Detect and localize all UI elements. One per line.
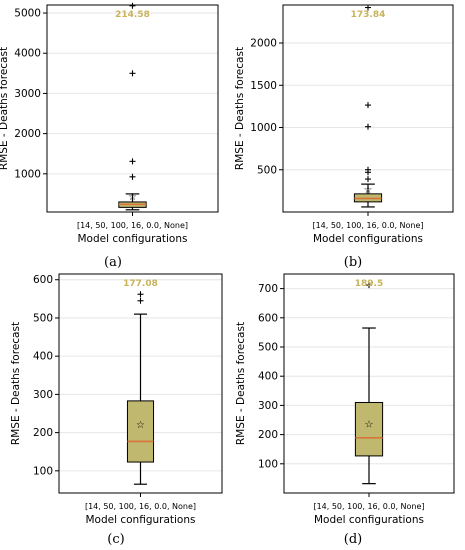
y-tick-label: 400 bbox=[258, 371, 278, 383]
y-tick-label: 3000 bbox=[14, 88, 41, 100]
x-tick-label: [14, 50, 100, 16, 0.0, None] bbox=[85, 502, 196, 511]
y-tick-label: 100 bbox=[33, 465, 53, 477]
mean-marker: ☆ bbox=[364, 185, 373, 196]
median-value-label: 173.84 bbox=[351, 10, 386, 20]
outlier-point bbox=[129, 173, 136, 180]
y-tick-label: 2000 bbox=[250, 38, 277, 50]
y-tick-label: 300 bbox=[33, 389, 53, 401]
y-tick-label: 5000 bbox=[14, 8, 41, 20]
caption-b: (b) bbox=[343, 255, 363, 270]
mean-marker: ☆ bbox=[136, 420, 145, 431]
y-axis-label: RMSE - Deaths forecast bbox=[234, 47, 246, 170]
y-axis-label: RMSE - Deaths forecast bbox=[10, 322, 22, 445]
x-axis-label: Model configurations bbox=[314, 514, 424, 526]
box-panel: 1000 2000 3000 4000 5000 RMSE - Deaths foreca… bbox=[0, 2, 219, 245]
outlier-point bbox=[365, 4, 371, 11]
y-tick-label: 200 bbox=[258, 429, 278, 441]
y-tick-label: 1000 bbox=[14, 168, 41, 180]
box-panel: 500 1000 1500 2000 RMSE - Deaths forecast [14… bbox=[234, 4, 454, 245]
x-tick-label: [14, 50, 100, 16, 0.0, None] bbox=[313, 502, 424, 511]
y-tick-label: 200 bbox=[33, 427, 53, 439]
median-value-label: 177.08 bbox=[123, 279, 158, 289]
mean-marker: ☆ bbox=[365, 420, 374, 431]
y-tick-label: 2000 bbox=[14, 128, 41, 140]
outlier-point bbox=[129, 158, 136, 165]
outlier-point bbox=[365, 123, 371, 130]
outlier-point bbox=[365, 169, 371, 176]
outlier-point bbox=[365, 102, 371, 109]
x-tick-label: [14, 50, 100, 16, 0.0, None] bbox=[312, 221, 423, 230]
outlier-point bbox=[366, 282, 372, 289]
box-panel: 100 200 300 400 500 600 RMSE - Deaths forecast… bbox=[10, 273, 223, 526]
box-panel: 100 200 300 400 500 600 700 RMSE - Deaths forec… bbox=[235, 273, 455, 526]
iqr-box bbox=[354, 401, 384, 457]
y-axis-label: RMSE - Deaths forecast bbox=[0, 47, 10, 170]
outlier-point bbox=[137, 291, 144, 298]
caption-a: (a) bbox=[104, 255, 122, 270]
median-value-label: 214.58 bbox=[115, 10, 150, 20]
y-tick-label: 500 bbox=[33, 312, 53, 324]
y-tick-label: 600 bbox=[33, 274, 53, 286]
y-axis-label: RMSE - Deaths forecast bbox=[235, 322, 247, 445]
x-axis-label: Model configurations bbox=[78, 233, 188, 245]
mean-marker: ☆ bbox=[128, 192, 137, 203]
y-tick-label: 400 bbox=[33, 351, 53, 363]
outlier-point bbox=[129, 70, 136, 77]
outlier-point bbox=[129, 2, 136, 9]
y-tick-label: 1500 bbox=[250, 80, 277, 92]
y-tick-label: 700 bbox=[258, 283, 278, 295]
y-tick-label: 100 bbox=[258, 458, 278, 470]
y-tick-label: 4000 bbox=[14, 48, 41, 60]
x-axis-label: Model configurations bbox=[313, 233, 423, 245]
outlier-point bbox=[365, 176, 371, 183]
y-tick-label: 1000 bbox=[250, 122, 277, 134]
x-tick-label: [14, 50, 100, 16, 0.0, None] bbox=[77, 221, 188, 230]
y-tick-label: 500 bbox=[258, 342, 278, 354]
caption-d: (d) bbox=[343, 532, 363, 547]
caption-c: (c) bbox=[107, 532, 125, 547]
iqr-box bbox=[126, 400, 155, 463]
median-value-label: 189.5 bbox=[355, 279, 383, 289]
outlier-point bbox=[137, 297, 144, 304]
y-tick-label: 300 bbox=[258, 400, 278, 412]
y-tick-label: 600 bbox=[258, 312, 278, 324]
plot-frame bbox=[46, 4, 219, 213]
y-tick-label: 500 bbox=[257, 164, 277, 176]
x-axis-label: Model configurations bbox=[86, 514, 196, 526]
